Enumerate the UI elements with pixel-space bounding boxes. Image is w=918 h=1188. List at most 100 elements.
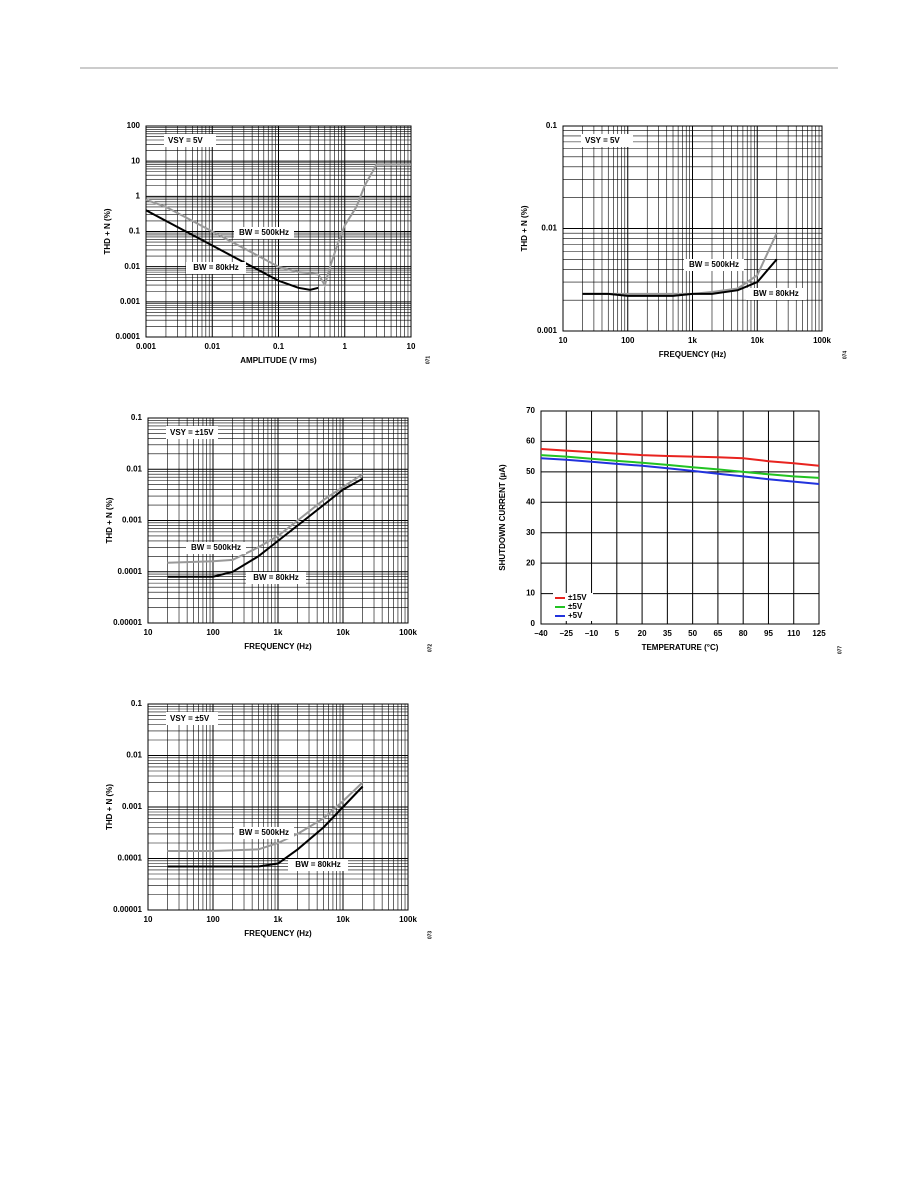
y-tick-label: 0.01 xyxy=(124,262,140,271)
x-axis-label: FREQUENCY (Hz) xyxy=(244,929,312,938)
x-tick-label: –10 xyxy=(585,629,599,638)
x-tick-label: 80 xyxy=(739,629,748,638)
x-tick-label: 65 xyxy=(713,629,722,638)
x-tick-label: 95 xyxy=(764,629,773,638)
y-tick-label: 1 xyxy=(136,191,141,200)
series-label: BW = 500kHz xyxy=(239,228,289,237)
y-tick-label: 60 xyxy=(526,437,535,446)
y-tick-label: 0.0001 xyxy=(118,567,143,576)
x-tick-label: 0.01 xyxy=(204,342,220,351)
x-axis-label: FREQUENCY (Hz) xyxy=(659,350,727,359)
y-axis-label: THD + N (%) xyxy=(520,205,529,251)
series-line xyxy=(540,457,820,485)
x-tick-label: –40 xyxy=(534,629,548,638)
y-tick-label: 0.1 xyxy=(131,699,143,708)
x-axis-label: FREQUENCY (Hz) xyxy=(244,642,312,651)
y-tick-label: 40 xyxy=(526,497,535,506)
y-tick-label: 0.01 xyxy=(126,751,142,760)
series-label: BW = 500kHz xyxy=(191,543,241,552)
x-tick-label: 10 xyxy=(407,342,416,351)
y-tick-label: 0.001 xyxy=(122,802,143,811)
label-bg xyxy=(246,572,306,584)
x-tick-label: 0.1 xyxy=(273,342,285,351)
x-tick-label: 10k xyxy=(336,628,350,637)
x-tick-label: 50 xyxy=(688,629,697,638)
annotation-bg xyxy=(166,712,218,725)
series-line xyxy=(540,454,820,479)
label-bg xyxy=(746,288,806,300)
series-label: BW = 80kHz xyxy=(193,263,239,272)
x-tick-label: 1k xyxy=(274,915,283,924)
series-label: BW = 500kHz xyxy=(239,828,289,837)
y-tick-label: 10 xyxy=(526,589,535,598)
annotation: VSY = 5V xyxy=(585,136,620,145)
x-tick-label: 100 xyxy=(621,336,635,345)
figure-id: 074 xyxy=(842,351,848,360)
x-tick-label: 10k xyxy=(336,915,350,924)
y-tick-label: 0 xyxy=(531,619,536,628)
x-tick-label: –25 xyxy=(560,629,574,638)
series-label: BW = 80kHz xyxy=(295,860,341,869)
y-tick-label: 0.01 xyxy=(126,464,142,473)
series-line xyxy=(145,163,411,288)
y-tick-label: 0.1 xyxy=(131,413,143,422)
series-line xyxy=(540,448,820,467)
x-tick-label: 10k xyxy=(751,336,765,345)
x-tick-label: 10 xyxy=(144,628,153,637)
annotation-bg xyxy=(581,134,633,147)
x-tick-label: 100 xyxy=(206,628,220,637)
x-tick-label: 110 xyxy=(787,629,800,638)
label-bg xyxy=(684,259,744,271)
legend-label: ±15V xyxy=(568,593,587,602)
y-tick-label: 0.0001 xyxy=(116,332,141,341)
x-tick-label: 10 xyxy=(559,336,568,345)
y-tick-label: 20 xyxy=(526,558,535,567)
figure-id: 077 xyxy=(837,646,843,655)
plot-area xyxy=(540,410,820,625)
x-axis-label: AMPLITUDE (V rms) xyxy=(240,356,317,365)
x-tick-label: 10 xyxy=(144,915,153,924)
y-tick-label: 30 xyxy=(526,528,535,537)
y-axis-label: THD + N (%) xyxy=(105,784,114,830)
y-tick-label: 0.001 xyxy=(537,326,558,335)
y-tick-label: 0.1 xyxy=(129,227,141,236)
series-label: BW = 80kHz xyxy=(253,573,299,582)
series-line xyxy=(582,258,778,297)
x-tick-label: 100k xyxy=(399,628,417,637)
x-tick-label: 1k xyxy=(688,336,697,345)
annotation: VSY = 5V xyxy=(168,136,203,145)
annotation: VSY = ±5V xyxy=(170,714,210,723)
annotation-bg xyxy=(166,426,218,439)
x-axis-label: TEMPERATURE (°C) xyxy=(642,643,719,652)
label-bg xyxy=(186,262,246,274)
annotation-bg xyxy=(164,134,216,147)
x-tick-label: 35 xyxy=(663,629,672,638)
x-tick-label: 1k xyxy=(274,628,283,637)
y-tick-label: 0.00001 xyxy=(113,618,142,627)
figure-id: 073 xyxy=(427,931,433,940)
x-tick-label: 100 xyxy=(206,915,220,924)
y-axis-label: SHUTDOWN CURRENT (µA) xyxy=(498,464,507,571)
y-tick-label: 0.0001 xyxy=(118,854,143,863)
label-bg xyxy=(186,542,246,554)
y-tick-label: 70 xyxy=(526,406,535,415)
y-tick-label: 0.00001 xyxy=(113,905,142,914)
y-tick-label: 100 xyxy=(127,121,141,130)
x-tick-label: 0.001 xyxy=(136,342,157,351)
figure-id: 071 xyxy=(425,356,431,365)
y-tick-label: 0.001 xyxy=(120,297,141,306)
y-axis-label: THD + N (%) xyxy=(103,208,112,254)
label-bg xyxy=(234,827,294,839)
series-label: BW = 500kHz xyxy=(689,260,739,269)
y-tick-label: 50 xyxy=(526,467,535,476)
y-tick-label: 0.001 xyxy=(122,516,143,525)
legend-label: ±5V xyxy=(568,602,583,611)
annotation: VSY = ±15V xyxy=(170,428,214,437)
y-tick-label: 0.01 xyxy=(541,224,557,233)
legend-label: +5V xyxy=(568,611,583,620)
figure-id: 072 xyxy=(427,644,433,653)
label-bg xyxy=(288,859,348,871)
x-tick-label: 1 xyxy=(343,342,348,351)
x-tick-label: 100k xyxy=(399,915,417,924)
